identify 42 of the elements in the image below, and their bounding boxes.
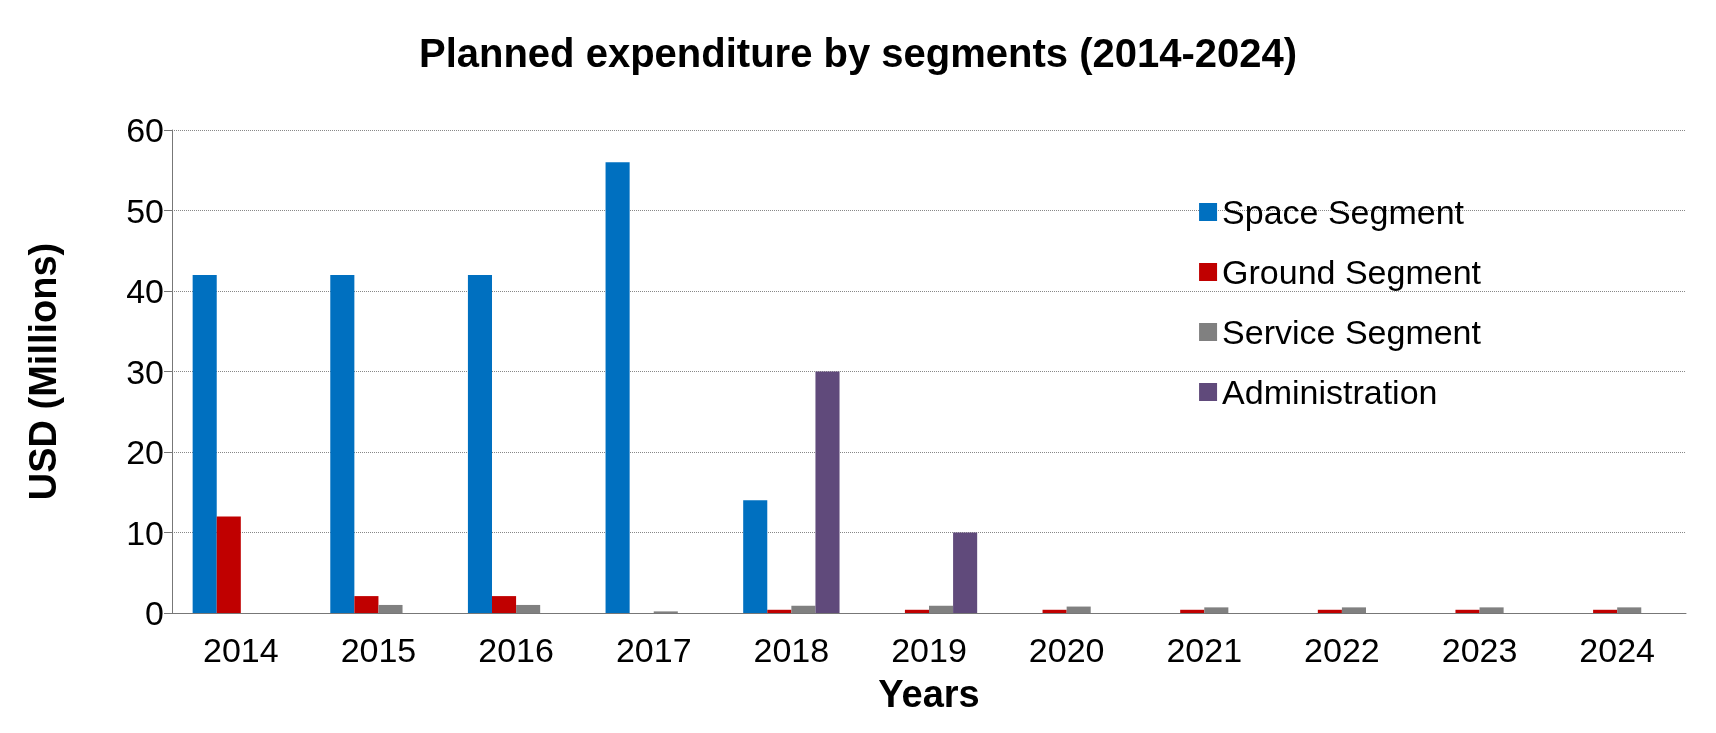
x-axis-title: Years [878, 673, 980, 715]
x-tick-label: 2017 [615, 631, 692, 669]
x-tick-label: 2016 [478, 631, 554, 669]
x-tick-label: 2024 [1579, 631, 1655, 669]
bar [1042, 609, 1067, 613]
bar [1593, 609, 1618, 613]
bar [467, 274, 492, 613]
legend-label: Administration [1222, 373, 1438, 411]
bar [492, 596, 517, 613]
x-tick-label: 2018 [753, 631, 830, 669]
bar [815, 371, 840, 613]
legend-label: Space Segment [1222, 193, 1465, 231]
x-tick-label: 2014 [203, 631, 279, 669]
x-tick-label: 2023 [1441, 631, 1518, 669]
y-tick-label: 50 [126, 191, 164, 230]
bar [743, 500, 768, 613]
bar [605, 162, 630, 613]
bar [216, 516, 241, 613]
chart-title: Planned expenditure by segments (2014-2024) [418, 31, 1298, 75]
legend-label: Ground Segment [1222, 253, 1482, 291]
x-tick-label: 2015 [340, 631, 417, 669]
y-axis-title: USD (Millions) [22, 242, 64, 501]
y-tick-label: 40 [126, 272, 164, 310]
y-tick-label: 60 [126, 111, 164, 149]
bar [1317, 609, 1342, 613]
bar [767, 609, 792, 613]
bar [192, 274, 217, 613]
y-tick-label: 30 [126, 352, 164, 391]
y-tick-label: 0 [145, 594, 164, 632]
bar [1180, 609, 1205, 613]
bar [953, 532, 978, 613]
bar [330, 274, 355, 613]
y-tick-label: 20 [126, 433, 164, 471]
bar [904, 609, 929, 613]
y-tick-label: 10 [126, 513, 164, 552]
bar [1455, 609, 1480, 613]
legend-label: Service Segment [1222, 313, 1482, 351]
x-tick-label: 2019 [891, 631, 967, 669]
bar [354, 596, 379, 613]
x-tick-label: 2022 [1304, 631, 1380, 669]
x-tick-label: 2021 [1166, 631, 1243, 669]
x-tick-label: 2020 [1028, 631, 1105, 669]
